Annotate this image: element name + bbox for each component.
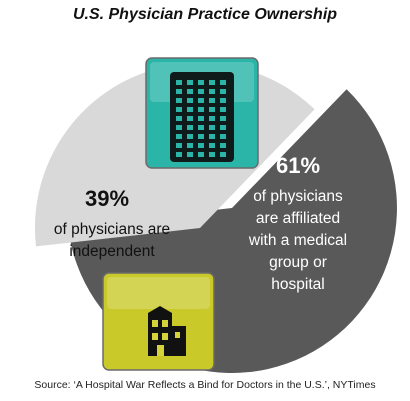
slice-description-affiliated: of physicians are affiliated with a medica… xyxy=(248,188,347,293)
chart-title: U.S. Physician Practice Ownership xyxy=(72,6,338,23)
small-house-icon xyxy=(102,272,215,371)
source-note: Source: ‘A Hospital War Reflects a Bind … xyxy=(34,379,376,391)
hospital-building-icon xyxy=(145,57,259,169)
slice-description-independent: of physicians are independent xyxy=(54,221,170,260)
slice-value-label-affiliated: 61% xyxy=(276,153,320,178)
slice-value-label-independent: 39% xyxy=(85,186,129,211)
